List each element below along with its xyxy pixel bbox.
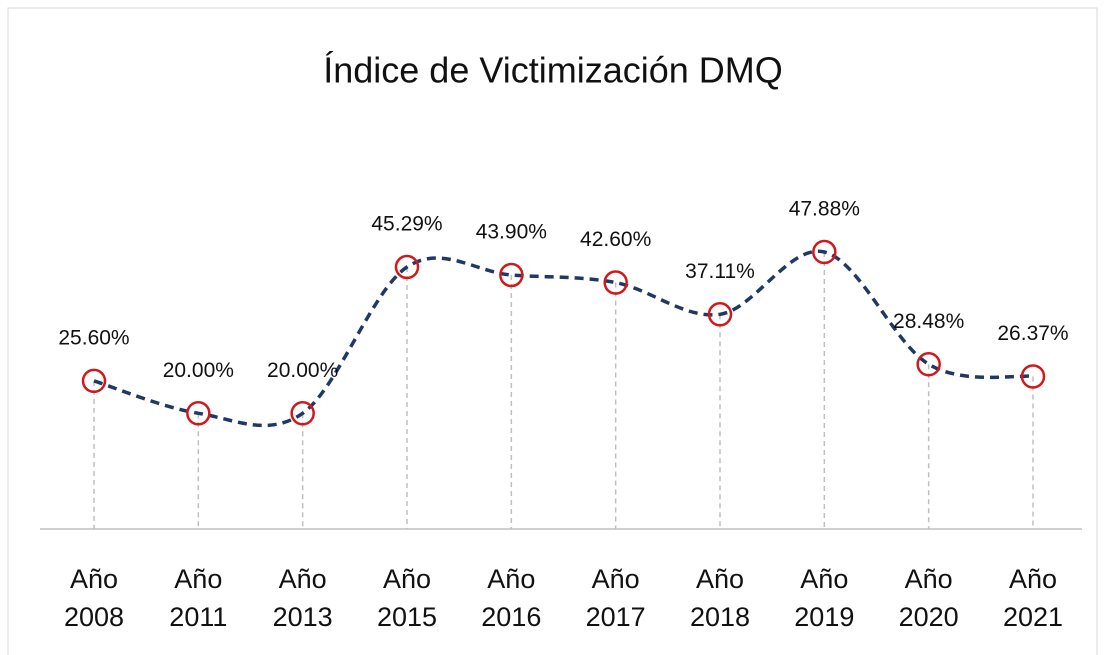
x-tick-label: Año 2016 bbox=[481, 564, 542, 632]
data-label: 28.48% bbox=[893, 310, 964, 333]
marker bbox=[812, 239, 837, 265]
x-tick-label: Año 2011 bbox=[169, 564, 228, 632]
x-tick-label: Año 2015 bbox=[376, 564, 438, 632]
marker bbox=[290, 401, 315, 426]
data-label: 25.60% bbox=[58, 326, 129, 349]
data-label: 37.11% bbox=[685, 260, 755, 283]
chart-border bbox=[7, 7, 1098, 655]
x-tick-label: Año 2013 bbox=[272, 564, 333, 632]
marker bbox=[1020, 364, 1046, 389]
marker bbox=[186, 401, 211, 426]
marker bbox=[81, 368, 107, 394]
marker bbox=[603, 270, 628, 295]
x-tick-label: Año 2019 bbox=[794, 564, 855, 632]
x-tick-label: Año 2021 bbox=[1002, 564, 1064, 632]
marker bbox=[499, 262, 524, 288]
x-tick-label: Año 2018 bbox=[689, 564, 751, 632]
data-label: 20.00% bbox=[163, 359, 234, 382]
data-label: 20.00% bbox=[267, 359, 338, 382]
data-label: 26.37% bbox=[997, 322, 1068, 345]
marker bbox=[394, 254, 420, 280]
x-tick-label: Año 2008 bbox=[63, 564, 125, 632]
data-label: 47.88% bbox=[789, 198, 860, 221]
marker bbox=[707, 302, 733, 327]
series-line bbox=[93, 249, 1034, 428]
data-label: 43.90% bbox=[476, 221, 547, 244]
data-label: 45.29% bbox=[371, 213, 442, 236]
x-tick-label: Año 2017 bbox=[585, 564, 646, 632]
data-label: 42.60% bbox=[580, 228, 651, 251]
marker bbox=[916, 351, 941, 377]
x-tick-label: Año 2020 bbox=[898, 564, 959, 632]
chart-title: Índice de Victimización DMQ bbox=[323, 50, 783, 91]
